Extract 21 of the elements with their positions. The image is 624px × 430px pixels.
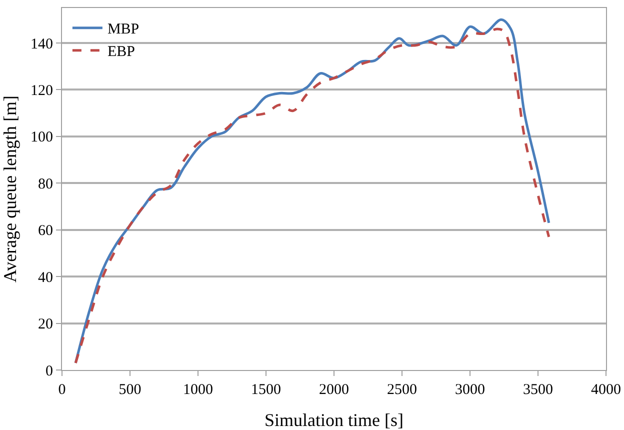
x-tick-label: 1000 xyxy=(183,382,213,398)
x-tick-label: 3000 xyxy=(455,382,485,398)
x-axis-title: Simulation time [s] xyxy=(264,410,404,430)
y-axis-title: Average queue length [m] xyxy=(0,95,20,283)
x-tick-label: 2000 xyxy=(319,382,349,398)
x-tick-label: 3500 xyxy=(523,382,553,398)
y-tick-label: 20 xyxy=(38,316,53,333)
legend-label: EBP xyxy=(107,44,135,60)
x-tick-label: 4000 xyxy=(591,382,621,398)
y-tick-label: 60 xyxy=(38,223,53,240)
legend-label: MBP xyxy=(107,22,140,38)
y-tick-label: 80 xyxy=(38,176,53,192)
y-tick-label: 40 xyxy=(38,270,53,286)
x-tick-label: 500 xyxy=(118,382,142,398)
y-tick-label: 0 xyxy=(46,363,53,380)
y-tick-label: 120 xyxy=(30,82,53,99)
y-tick-label: 100 xyxy=(30,130,53,146)
x-tick-label: 2500 xyxy=(387,382,417,398)
x-tick-label: 0 xyxy=(58,382,66,398)
y-tick-label: 140 xyxy=(30,36,53,52)
x-tick-label: 1500 xyxy=(251,382,281,398)
